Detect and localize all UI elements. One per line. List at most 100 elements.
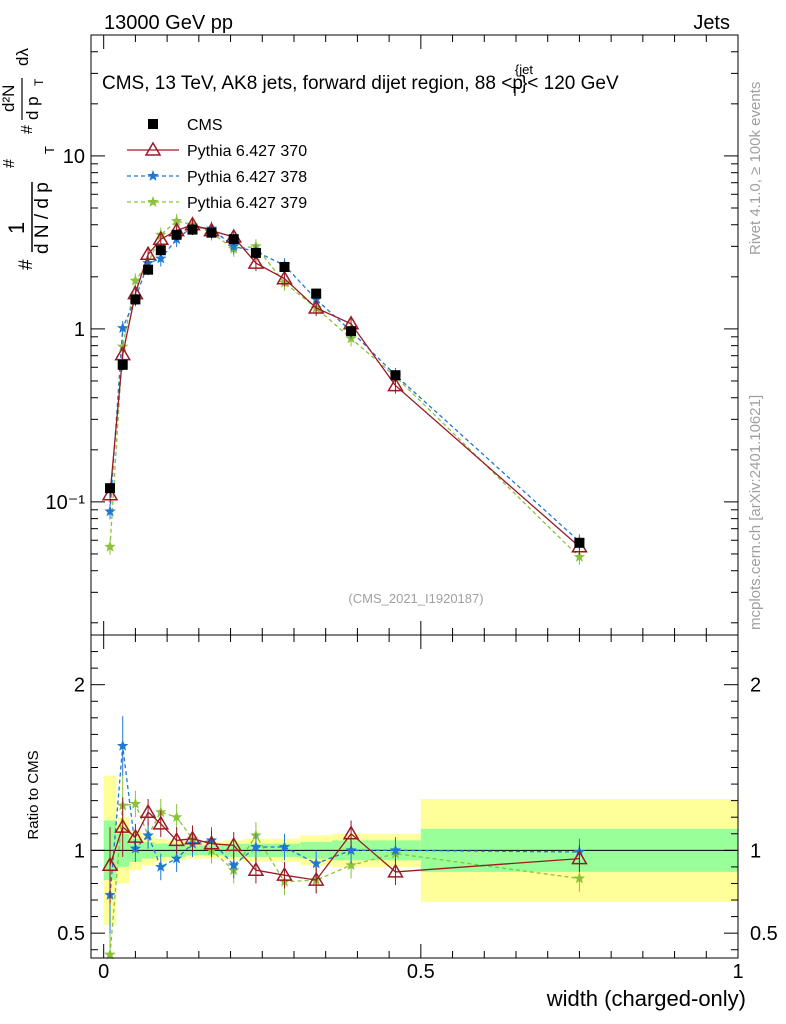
y-tick-label-ratio-right: 2 <box>750 675 761 697</box>
series-1 <box>101 216 588 555</box>
ylabel-T1: T <box>42 146 57 154</box>
data-point <box>276 270 293 285</box>
ratio-plot: 0.5 0.5 1 1 2 2 <box>57 634 778 960</box>
x-tick-label: 0 <box>98 961 109 983</box>
legend-marker <box>148 119 158 129</box>
x-tick-label: 0.5 <box>407 961 435 983</box>
ylabel-d2N: d²N <box>0 85 18 112</box>
ratio-point <box>155 860 167 872</box>
data-point <box>573 551 586 562</box>
ratio-point <box>342 825 360 840</box>
ratio-point <box>142 829 154 841</box>
ratio-point <box>139 803 157 818</box>
data-point <box>129 274 142 286</box>
data-point <box>279 261 290 272</box>
ratio-point <box>170 811 183 823</box>
ratio-point <box>114 818 132 833</box>
y-tick-label-ratio: 2 <box>74 675 85 697</box>
title-tail: }< 120 GeV <box>521 73 619 94</box>
series-line <box>109 224 580 548</box>
data-point <box>117 322 129 333</box>
ratio-point <box>573 872 586 884</box>
ratio-point <box>228 859 240 871</box>
y-tick-label-main: 10⁻¹ <box>46 492 86 514</box>
data-point <box>155 245 166 256</box>
ratio-point <box>152 815 170 830</box>
title-main: CMS, 13 TeV, AK8 jets, forward dijet reg… <box>102 73 512 94</box>
series-line <box>109 226 580 542</box>
data-point <box>101 486 119 501</box>
ratio-point <box>276 866 293 881</box>
main-axis-ticks: 10⁻¹ 1 10 <box>46 34 739 635</box>
ratio-point <box>117 740 129 751</box>
y-tick-label-ratio: 0.5 <box>57 923 85 945</box>
data-point <box>142 257 154 268</box>
main-plot: 10⁻¹ 1 10 <box>46 34 739 636</box>
y-axis-label-ratio: Ratio to CMS <box>25 750 42 839</box>
ylabel-T2: T <box>32 78 46 86</box>
legend-label: Pythia 6.427 379 <box>187 195 307 212</box>
data-point <box>114 346 132 361</box>
series-line <box>109 220 580 558</box>
legend-marker <box>144 141 162 156</box>
ratio-axis-ticks: 0.5 0.5 1 1 2 2 <box>57 634 778 958</box>
legend-entry: Pythia 6.427 379 <box>127 195 307 212</box>
data-point <box>206 227 217 238</box>
y-tick-label-main: 10 <box>63 146 85 168</box>
ylabel-hash2: # <box>1 159 18 168</box>
data-point <box>228 240 240 252</box>
data-point <box>130 294 141 305</box>
ratio-point <box>389 844 402 856</box>
legend-marker <box>147 170 159 181</box>
legend-entry: Pythia 6.427 378 <box>127 169 307 186</box>
data-point <box>117 340 129 352</box>
x-tick-label: 1 <box>732 961 743 983</box>
ylabel-dpT: d p <box>23 96 42 120</box>
svg-text:CMS, 13 TeV, AK8 jets, forward: CMS, 13 TeV, AK8 jets, forward dijet reg… <box>102 62 619 99</box>
title-sub: T <box>511 84 519 99</box>
title-sup: {jet <box>515 62 533 77</box>
legend-label: Pythia 6.427 370 <box>187 143 307 160</box>
data-point <box>307 299 325 314</box>
data-point <box>171 229 182 240</box>
ratio-point <box>345 844 357 856</box>
data-point <box>104 505 116 517</box>
data-point <box>311 288 322 299</box>
data-point <box>170 215 183 226</box>
x-axis-tick-labels: 0 0.5 1 <box>98 961 743 983</box>
data-point <box>152 230 170 245</box>
ratio-point <box>129 798 142 809</box>
data-point <box>250 247 261 258</box>
ratio-point <box>127 828 144 843</box>
ratio-point <box>225 836 243 852</box>
legend-marker <box>147 196 159 207</box>
ratio-point <box>170 852 183 864</box>
data-point <box>187 224 198 235</box>
data-point <box>574 537 585 548</box>
y-axis-label-main: # 1 d N / d p T # # d²N d p T dλ <box>0 48 57 270</box>
data-point <box>117 359 128 370</box>
data-point <box>104 540 116 552</box>
header-right: Jets <box>693 12 730 34</box>
mcplots-label: mcplots.cern.ch [arXiv:2401.10621] <box>747 395 764 630</box>
ratio-point <box>101 856 119 871</box>
x-axis-label: width (charged-only) <box>546 986 746 1011</box>
ratio-point <box>278 841 291 852</box>
data-point <box>228 234 239 245</box>
rivet-label: Rivet 4.1.0, ≥ 100k events <box>747 82 764 255</box>
ratio-point <box>571 850 588 865</box>
y-tick-label-ratio: 1 <box>74 840 85 862</box>
legend-entry: CMS <box>148 117 223 134</box>
header-left: 13000 GeV pp <box>104 12 233 34</box>
ratio-point <box>250 841 262 852</box>
data-point <box>387 377 404 392</box>
ratio-point <box>310 857 322 869</box>
series-2 <box>104 219 586 550</box>
ratio-point <box>307 871 325 886</box>
legend-label: CMS <box>187 117 223 134</box>
ratio-point <box>345 859 357 871</box>
ylabel-hash1: # <box>16 259 37 270</box>
data-point <box>155 252 167 264</box>
legend-entry: Pythia 6.427 370 <box>127 141 307 160</box>
